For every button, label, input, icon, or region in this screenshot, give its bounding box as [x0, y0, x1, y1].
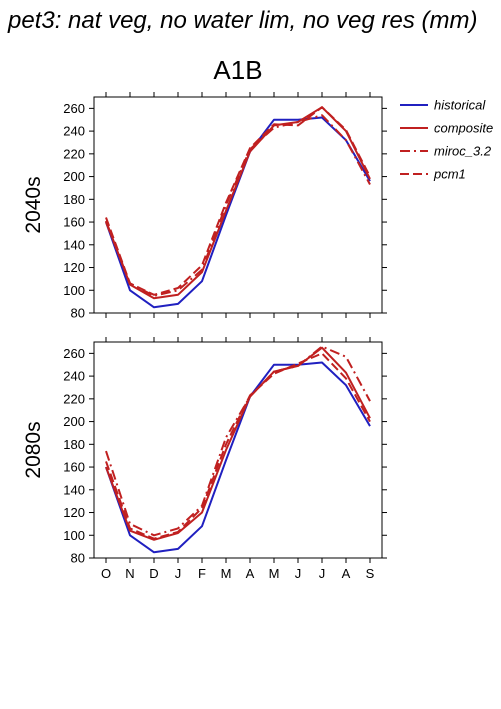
legend-label: miroc_3.2: [434, 144, 492, 159]
plot-frame: [93, 96, 383, 314]
y-tick-label: 200: [63, 169, 85, 184]
x-tick-label: O: [101, 566, 111, 581]
row-label: 2080s: [22, 421, 45, 478]
x-tick-label: A: [342, 566, 351, 581]
x-tick-label: M: [221, 566, 232, 581]
scenario-title: A1B: [213, 55, 262, 85]
series-line-miroc-3-2: [105, 114, 371, 297]
y-tick-label: 80: [71, 306, 85, 321]
y-tick-label: 220: [63, 146, 85, 161]
plot-frame: [93, 341, 383, 559]
legend-label: pcm1: [433, 167, 466, 182]
y-tick-label: 120: [63, 505, 85, 520]
y-tick-label: 100: [63, 528, 85, 543]
y-tick-label: 180: [63, 437, 85, 452]
y-tick-label: 140: [63, 482, 85, 497]
y-tick-label: 240: [63, 369, 85, 384]
legend-label: composite: [434, 121, 493, 136]
figure-title: pet3: nat veg, no water lim, no veg res …: [7, 7, 478, 34]
y-tick-label: 140: [63, 237, 85, 252]
series-line-historical: [105, 116, 371, 309]
x-tick-label: S: [366, 566, 375, 581]
series-line-pcm1: [105, 352, 371, 540]
y-tick-label: 260: [63, 101, 85, 116]
x-tick-label: J: [295, 566, 302, 581]
legend: historical composite miroc_3.2 pcm1: [400, 98, 493, 182]
y-tick-label: 240: [63, 124, 85, 139]
y-tick-label: 160: [63, 215, 85, 230]
y-tick-label: 200: [63, 414, 85, 429]
series-line-pcm1: [105, 106, 371, 296]
x-tick-label: J: [175, 566, 182, 581]
y-tick-label: 220: [63, 391, 85, 406]
y-tick-label: 180: [63, 192, 85, 207]
series-line-composite: [105, 106, 371, 300]
y-tick-label: 120: [63, 260, 85, 275]
series-line-historical: [105, 361, 371, 554]
series-line-composite: [105, 346, 371, 541]
x-tick-label: D: [149, 566, 158, 581]
x-tick-label: J: [319, 566, 326, 581]
y-tick-label: 80: [71, 551, 85, 566]
panel-2040s: 80 100 120 140 160 180 200 220 240 260 2040s: [22, 92, 387, 321]
y-tick-label: 160: [63, 460, 85, 475]
x-tick-label: N: [125, 566, 134, 581]
legend-label: historical: [434, 98, 486, 113]
y-tick-label: 100: [63, 283, 85, 298]
row-label: 2040s: [22, 176, 45, 233]
x-tick-label: F: [198, 566, 206, 581]
x-tick-label: A: [246, 566, 255, 581]
x-tick-label: M: [269, 566, 280, 581]
series-line-miroc-3-2: [105, 345, 371, 537]
y-tick-label: 260: [63, 346, 85, 361]
